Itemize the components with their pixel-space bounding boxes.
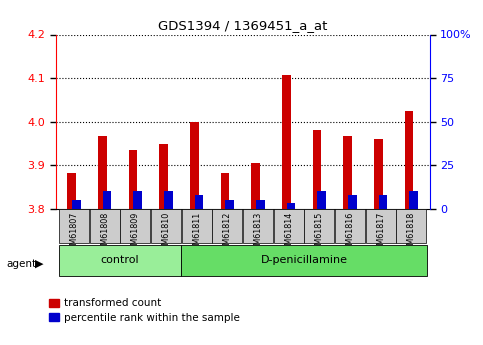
- Bar: [98, 136, 107, 209]
- Bar: [221, 173, 229, 209]
- Bar: [287, 204, 295, 209]
- Legend: transformed count, percentile rank within the sample: transformed count, percentile rank withi…: [49, 298, 240, 323]
- Bar: [379, 195, 387, 209]
- Text: agent: agent: [6, 259, 36, 269]
- Text: GSM61809: GSM61809: [131, 211, 140, 255]
- Text: GSM61817: GSM61817: [376, 211, 385, 255]
- FancyBboxPatch shape: [335, 209, 365, 243]
- Text: GSM61818: GSM61818: [407, 211, 416, 255]
- Text: GSM61816: GSM61816: [346, 211, 355, 255]
- FancyBboxPatch shape: [58, 245, 181, 276]
- Bar: [410, 191, 418, 209]
- Bar: [317, 191, 326, 209]
- Bar: [67, 173, 76, 209]
- Bar: [190, 122, 199, 209]
- Text: GSM61811: GSM61811: [192, 211, 201, 255]
- Text: GSM61807: GSM61807: [70, 211, 78, 255]
- Bar: [282, 75, 291, 209]
- Bar: [133, 191, 142, 209]
- Bar: [252, 163, 260, 209]
- Bar: [374, 139, 383, 209]
- Bar: [405, 111, 413, 209]
- FancyBboxPatch shape: [366, 209, 396, 243]
- Text: GSM61808: GSM61808: [100, 211, 109, 255]
- Bar: [129, 150, 137, 209]
- FancyBboxPatch shape: [151, 209, 181, 243]
- Bar: [72, 200, 81, 209]
- FancyBboxPatch shape: [397, 209, 426, 243]
- Text: ▶: ▶: [35, 259, 44, 269]
- Bar: [313, 130, 321, 209]
- Bar: [195, 195, 203, 209]
- Text: D-penicillamine: D-penicillamine: [260, 256, 348, 265]
- Bar: [256, 200, 265, 209]
- FancyBboxPatch shape: [90, 209, 120, 243]
- FancyBboxPatch shape: [274, 209, 304, 243]
- Title: GDS1394 / 1369451_a_at: GDS1394 / 1369451_a_at: [158, 19, 327, 32]
- FancyBboxPatch shape: [304, 209, 334, 243]
- Bar: [348, 195, 356, 209]
- Bar: [343, 136, 352, 209]
- FancyBboxPatch shape: [243, 209, 273, 243]
- Text: GSM61814: GSM61814: [284, 211, 293, 255]
- FancyBboxPatch shape: [213, 209, 242, 243]
- FancyBboxPatch shape: [182, 209, 212, 243]
- Text: GSM61810: GSM61810: [161, 211, 170, 255]
- Text: GSM61813: GSM61813: [254, 211, 263, 255]
- FancyBboxPatch shape: [181, 245, 427, 276]
- FancyBboxPatch shape: [120, 209, 150, 243]
- Text: GSM61812: GSM61812: [223, 211, 232, 255]
- Bar: [164, 191, 172, 209]
- Text: GSM61815: GSM61815: [315, 211, 324, 255]
- Bar: [159, 144, 168, 209]
- Text: control: control: [100, 256, 139, 265]
- Bar: [226, 200, 234, 209]
- Bar: [103, 191, 111, 209]
- FancyBboxPatch shape: [59, 209, 89, 243]
